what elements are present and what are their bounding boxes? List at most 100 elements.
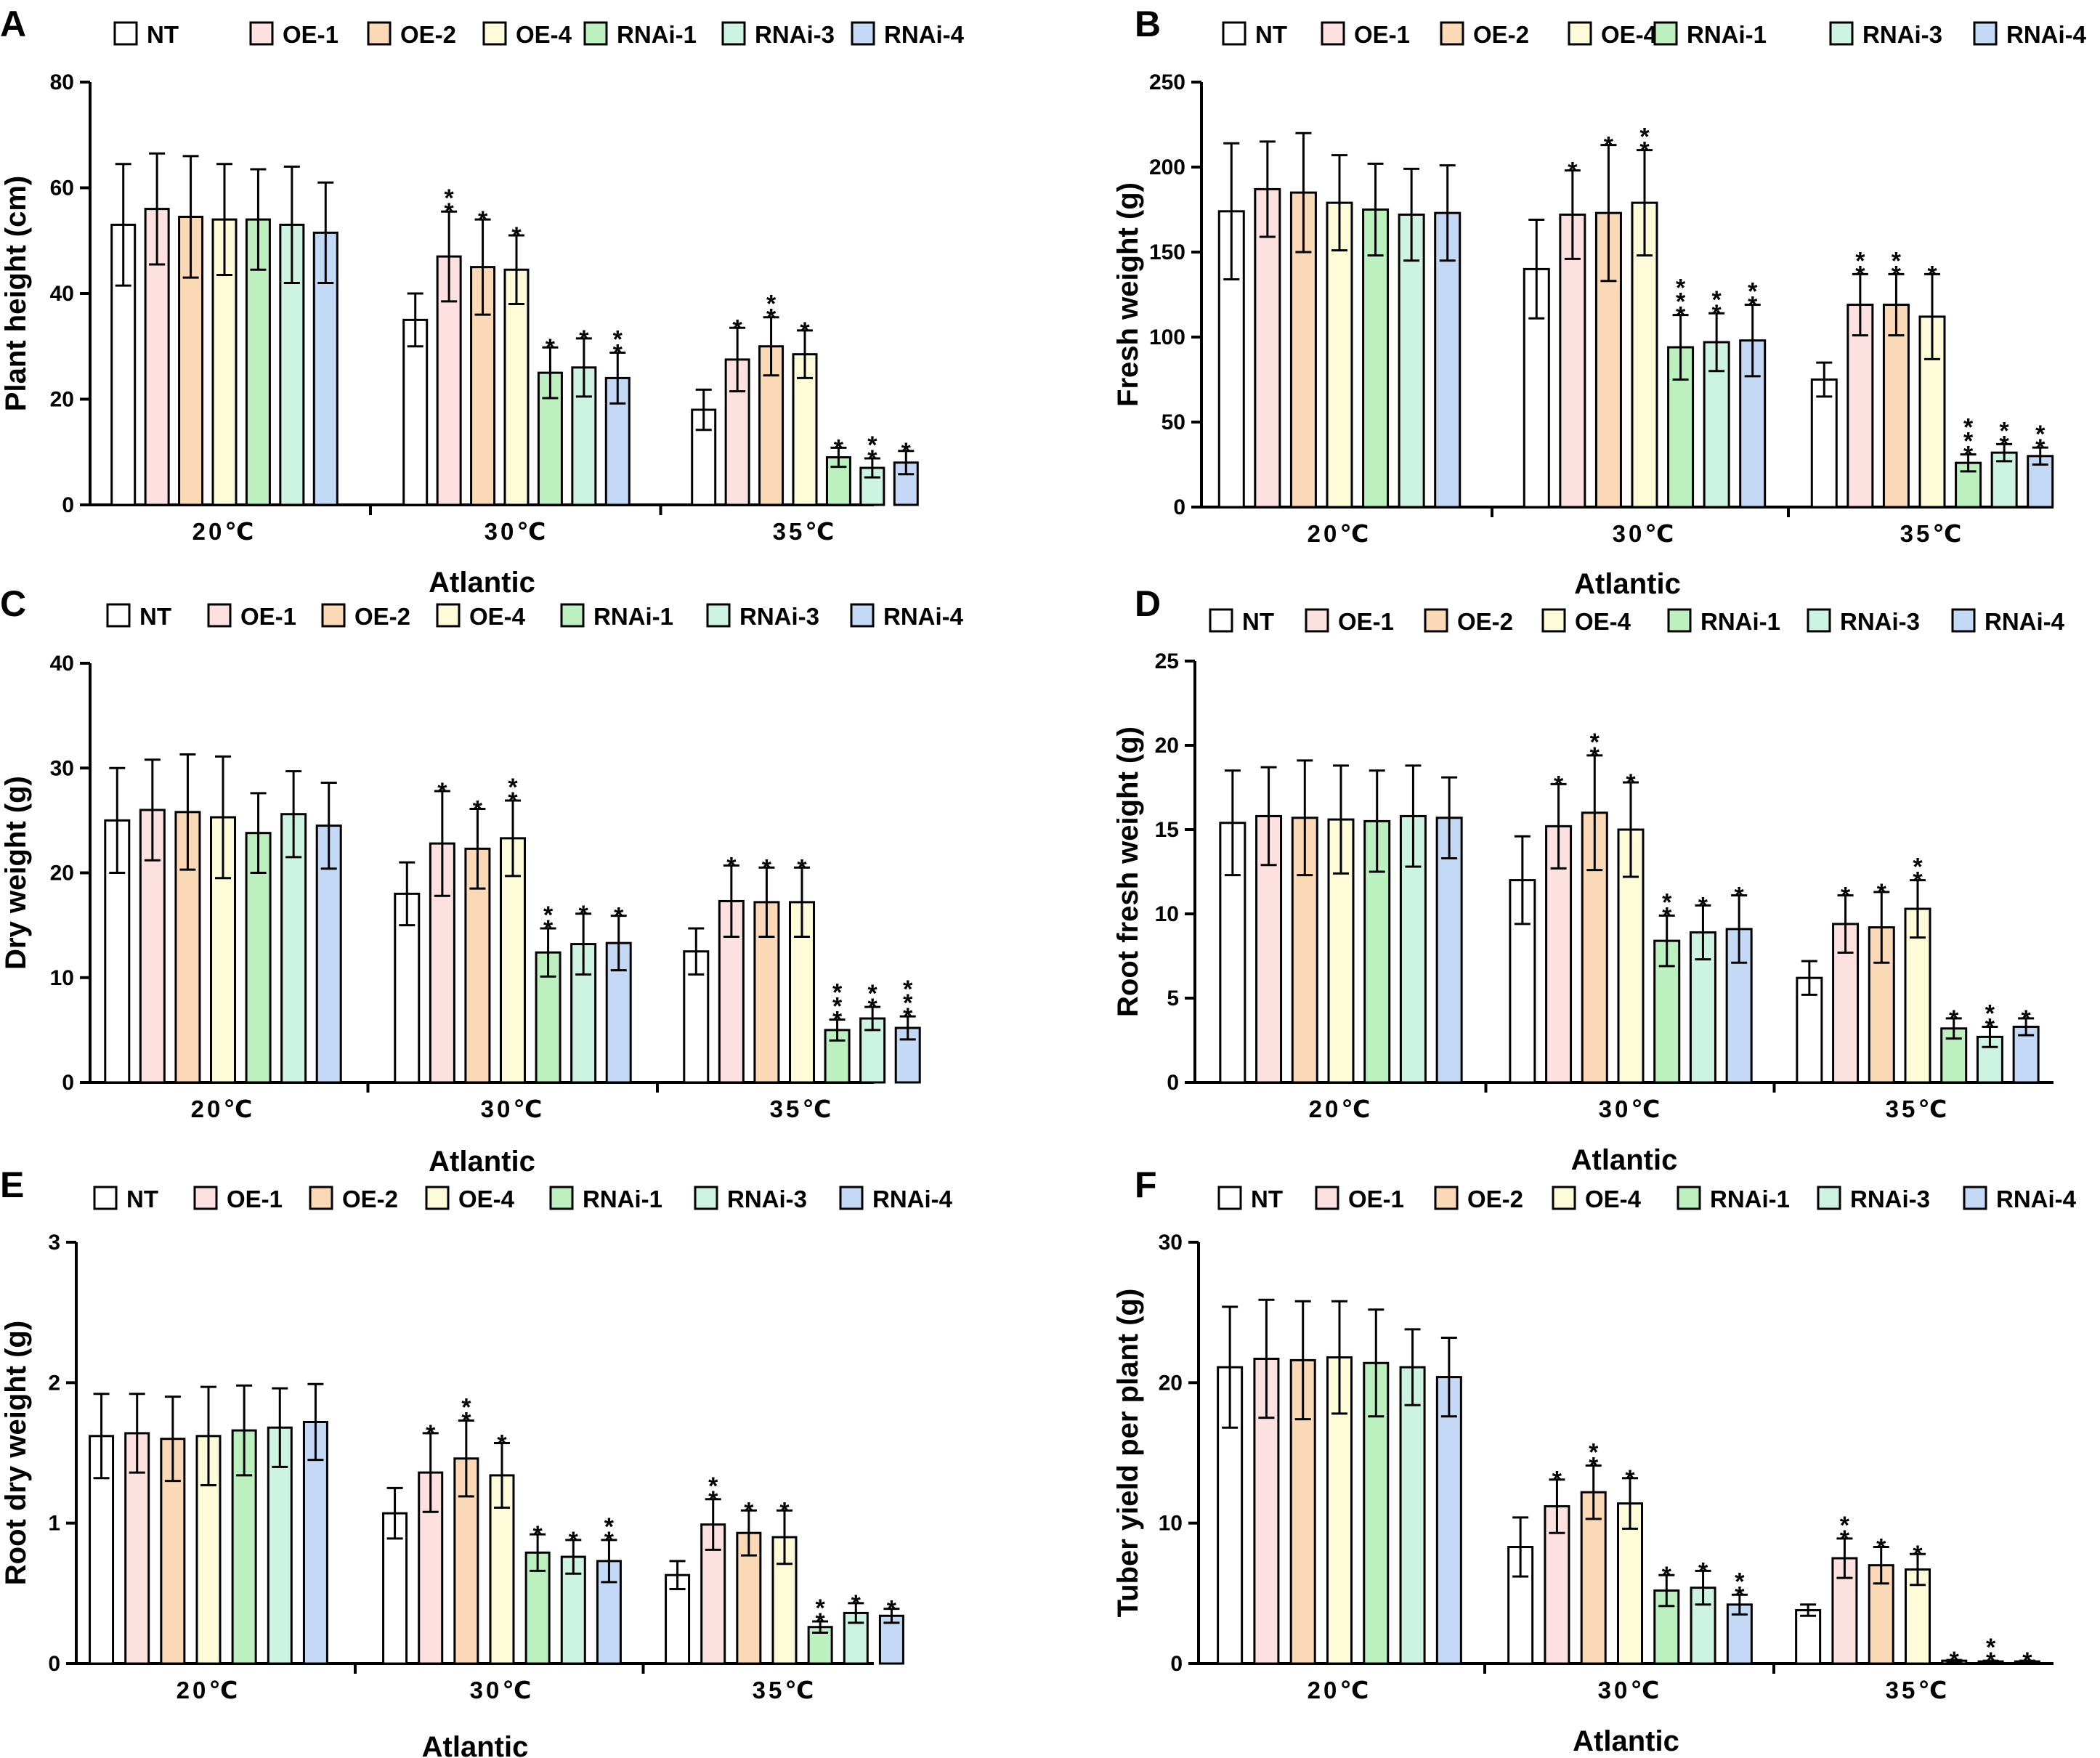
- significance-star: *: [726, 852, 737, 880]
- legend-swatch-rnai-3: [1829, 21, 1854, 46]
- y-axis-title: Root dry weight (g): [0, 1321, 32, 1585]
- y-tick-label: 100: [1149, 325, 1185, 349]
- y-axis-title: Dry weight (g): [0, 776, 32, 970]
- legend-swatch-rnai-3: [706, 603, 731, 628]
- bar-oe-4-0: [210, 816, 236, 1084]
- legend-swatch-oe-4: [1541, 608, 1566, 633]
- significance-star: *: [1639, 137, 1650, 165]
- legend-swatch-rnai-1: [549, 1186, 574, 1210]
- bar-rnai-4-0: [302, 1420, 328, 1665]
- significance-star: *: [473, 796, 483, 824]
- legend-swatch-oe-2: [1440, 21, 1464, 46]
- x-category-label: 20℃: [177, 1677, 241, 1704]
- legend-label-rnai-3: RNAi-3: [755, 21, 835, 48]
- bar-rnai-4-0: [1435, 1376, 1462, 1665]
- legend-swatch-oe-1: [207, 603, 232, 628]
- significance-star: *: [613, 339, 623, 367]
- significance-star: *: [569, 1527, 579, 1555]
- y-tick-label: 15: [1155, 818, 1179, 842]
- significance-star: *: [604, 1513, 615, 1541]
- significance-star: *: [1625, 1465, 1635, 1493]
- y-tick-label: 150: [1149, 240, 1185, 264]
- significance-star: *: [708, 1473, 718, 1500]
- x-category-label: 35℃: [1900, 520, 1965, 547]
- legend-label-rnai-3: RNAi-3: [739, 603, 819, 630]
- significance-star: *: [816, 1595, 826, 1622]
- significance-star: *: [1986, 1648, 1996, 1675]
- panel-letter: D: [1135, 583, 1161, 624]
- significance-star: *: [816, 1608, 826, 1636]
- significance-star: *: [543, 902, 554, 929]
- x-category-label: 35℃: [753, 1677, 817, 1704]
- legend-swatch-oe-4: [436, 603, 461, 628]
- bar-rnai-1-0: [245, 832, 272, 1084]
- y-tick-label: 2: [48, 1371, 60, 1395]
- legend-swatch-nt: [93, 1186, 118, 1210]
- legend-label-nt: NT: [1255, 21, 1287, 48]
- significance-star: *: [766, 304, 777, 332]
- significance-star: *: [1626, 769, 1636, 797]
- significance-star: *: [867, 432, 877, 459]
- x-category-label: 30℃: [470, 1677, 535, 1704]
- significance-star: *: [1590, 729, 1600, 756]
- significance-star: *: [1927, 261, 1937, 288]
- y-tick-label: 30: [50, 756, 74, 780]
- legend-label-oe-4: OE-4: [516, 21, 572, 48]
- legend-swatch-rnai-4: [850, 603, 875, 628]
- significance-star: *: [1986, 1634, 1996, 1661]
- legend-swatch-oe-2: [309, 1186, 333, 1210]
- legend-label-rnai-1: RNAi-1: [583, 1186, 662, 1212]
- legend-label-oe-1: OE-1: [283, 21, 338, 48]
- legend-swatch-nt: [1209, 608, 1233, 633]
- significance-star: *: [903, 976, 913, 1003]
- legend-label-rnai-3: RNAi-3: [1862, 21, 1942, 48]
- significance-star: *: [1963, 441, 1974, 469]
- y-tick-label: 40: [50, 282, 74, 306]
- legend-swatch-oe-2: [1434, 1186, 1459, 1210]
- significance-star: *: [614, 903, 624, 931]
- bar-oe-4-1: [500, 837, 526, 1084]
- x-axis-title: Atlantic: [1573, 1725, 1679, 1757]
- x-category-label: 20℃: [1309, 1095, 1374, 1122]
- y-tick-label: 20: [50, 862, 74, 886]
- significance-star: *: [478, 206, 488, 234]
- legend-label-oe-2: OE-2: [354, 603, 410, 630]
- bar-oe-4-2: [792, 353, 818, 506]
- bar-rnai-3-0: [1399, 814, 1427, 1084]
- legend-label-rnai-1: RNAi-1: [593, 603, 673, 630]
- significance-star: *: [2000, 431, 2010, 458]
- significance-star: *: [445, 198, 455, 226]
- panel-letter: E: [0, 1164, 24, 1205]
- x-axis-title: Atlantic: [422, 1731, 529, 1758]
- y-tick-label: 1: [48, 1512, 60, 1536]
- significance-star: *: [1590, 742, 1600, 770]
- bar-nt-1: [402, 318, 429, 506]
- y-tick-label: 10: [1159, 1512, 1183, 1536]
- bar-oe-4-2: [789, 901, 815, 1084]
- legend-label-oe-1: OE-1: [227, 1186, 283, 1212]
- legend-swatch-oe-2: [1424, 608, 1448, 633]
- significance-star: *: [1949, 1005, 1959, 1033]
- significance-star: *: [2035, 434, 2046, 462]
- panel-d: D NT OE-1 OE-2 OE-4 RNAi-1 RNAi-3 RNAi-4 0 5 10 15 2…: [1112, 583, 2065, 1176]
- panel-letter: B: [1135, 4, 1161, 44]
- legend-label-oe-4: OE-4: [458, 1186, 515, 1212]
- y-tick-label: 20: [50, 388, 74, 412]
- significance-star: *: [1892, 247, 1902, 275]
- x-category-label: 35℃: [1886, 1095, 1950, 1122]
- significance-star: *: [1735, 1568, 1745, 1595]
- significance-star: *: [868, 994, 878, 1021]
- panel-f: F NT OE-1 OE-2 OE-4 RNAi-1 RNAi-3 RNAi-4 0 10 20 30…: [1112, 1164, 2077, 1757]
- y-tick-label: 60: [50, 177, 74, 200]
- y-tick-label: 10: [50, 966, 74, 990]
- significance-star: *: [437, 778, 447, 806]
- legend-label-oe-2: OE-2: [1467, 1186, 1523, 1212]
- y-tick-label: 0: [1167, 1071, 1179, 1095]
- significance-star: *: [2035, 421, 2046, 448]
- significance-star: *: [1735, 1581, 1745, 1609]
- legend-label-oe-2: OE-2: [342, 1186, 398, 1212]
- y-tick-label: 3: [48, 1231, 60, 1255]
- y-tick-label: 30: [1159, 1231, 1183, 1255]
- significance-star: *: [1855, 247, 1865, 275]
- bar-oe-2-1: [1580, 1491, 1607, 1665]
